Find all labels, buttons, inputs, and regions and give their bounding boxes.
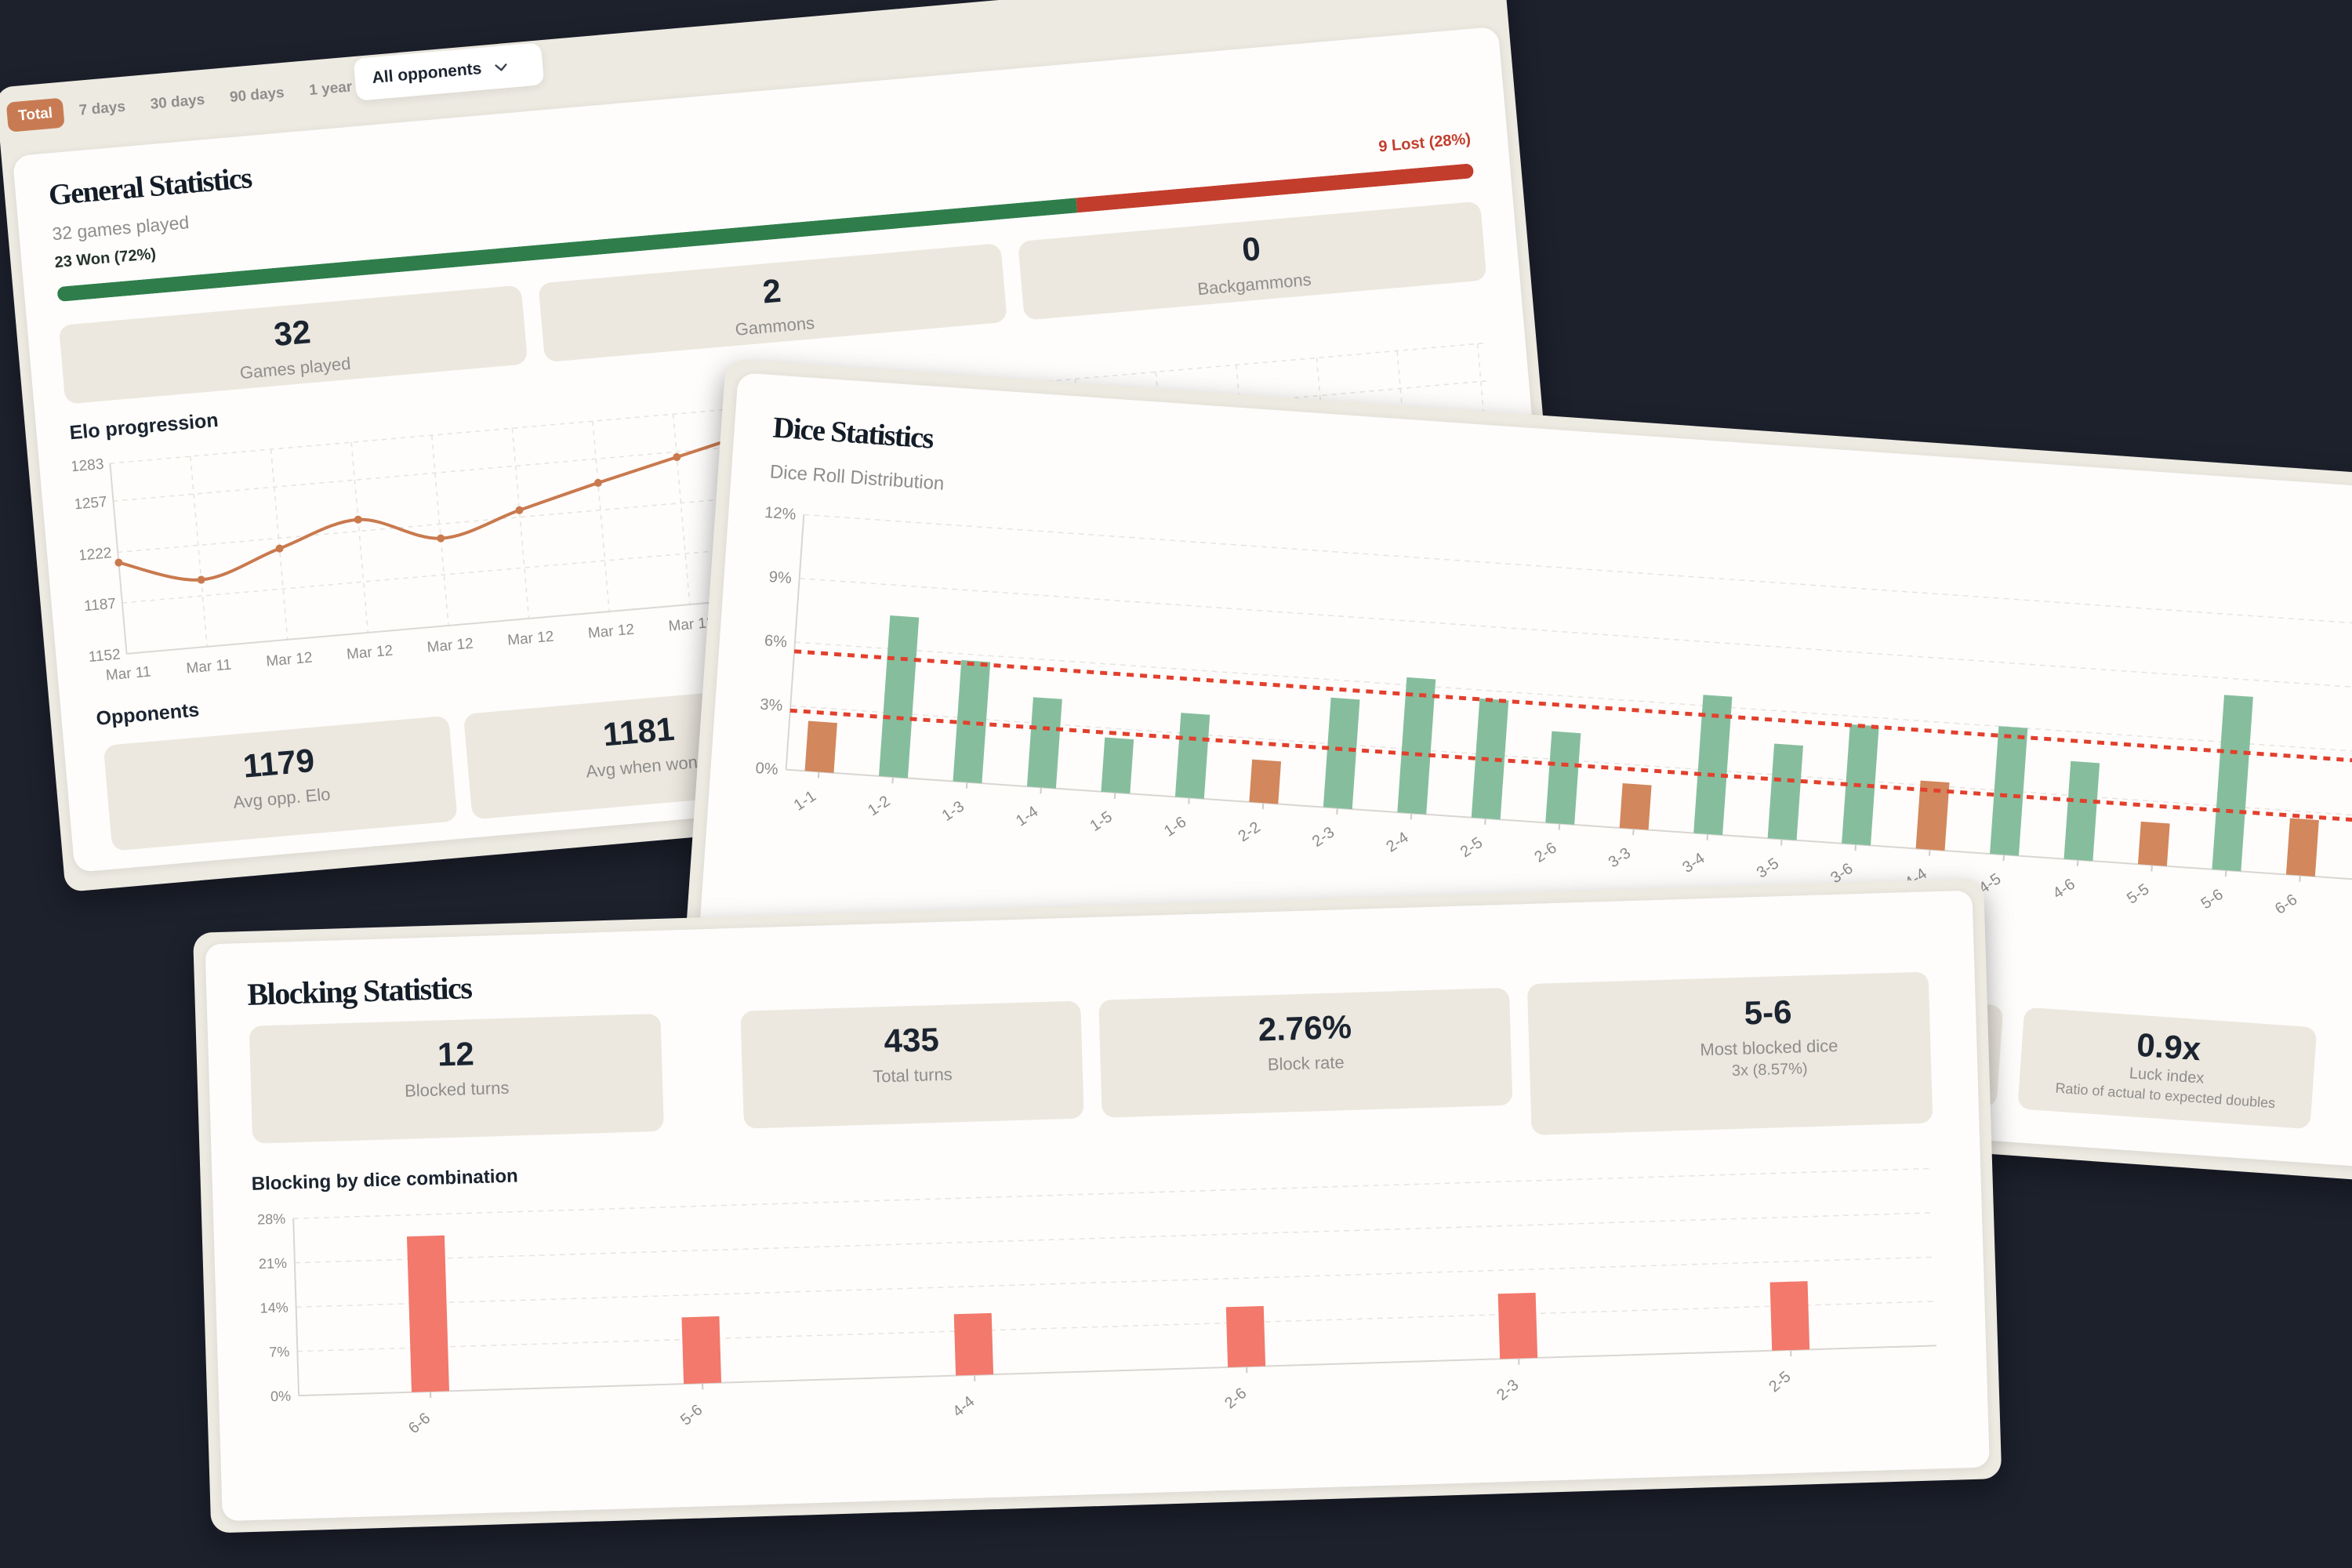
svg-text:14%: 14%: [260, 1300, 289, 1316]
svg-text:6-6: 6-6: [405, 1410, 434, 1437]
svg-text:3-3: 3-3: [1606, 844, 1634, 871]
svg-text:Mar 11: Mar 11: [105, 664, 151, 684]
svg-text:Mar 12: Mar 12: [346, 643, 394, 663]
svg-text:Mar 12: Mar 12: [506, 629, 554, 649]
svg-text:2-3: 2-3: [1309, 824, 1338, 851]
svg-text:6-6: 6-6: [2272, 891, 2300, 917]
svg-text:0%: 0%: [270, 1388, 292, 1404]
svg-text:2-4: 2-4: [1383, 829, 1411, 855]
svg-text:9%: 9%: [768, 568, 793, 587]
svg-text:1-4: 1-4: [1013, 803, 1041, 829]
svg-text:2-5: 2-5: [1457, 834, 1486, 861]
svg-text:7%: 7%: [269, 1344, 290, 1360]
svg-text:1222: 1222: [78, 545, 112, 564]
svg-text:1-2: 1-2: [865, 793, 893, 819]
svg-text:28%: 28%: [257, 1211, 286, 1228]
svg-text:1257: 1257: [74, 494, 108, 514]
svg-text:3%: 3%: [760, 696, 784, 715]
svg-text:2-2: 2-2: [1235, 818, 1263, 845]
svg-text:1187: 1187: [83, 596, 117, 615]
svg-text:2-3: 2-3: [1494, 1377, 1522, 1404]
svg-text:21%: 21%: [259, 1255, 288, 1272]
svg-text:5-6: 5-6: [2198, 886, 2227, 913]
svg-text:12%: 12%: [764, 504, 797, 524]
svg-text:1152: 1152: [88, 647, 122, 666]
svg-text:1-3: 1-3: [939, 798, 967, 825]
svg-text:6%: 6%: [764, 632, 788, 651]
svg-text:1-6: 1-6: [1161, 813, 1189, 840]
svg-text:2-6: 2-6: [1531, 839, 1559, 866]
svg-text:3-4: 3-4: [1679, 850, 1708, 877]
svg-text:2-6: 2-6: [1221, 1385, 1250, 1412]
svg-text:3-5: 3-5: [1754, 855, 1782, 881]
svg-text:5-5: 5-5: [2124, 880, 2152, 907]
svg-text:1-5: 1-5: [1087, 808, 1116, 835]
svg-text:4-6: 4-6: [2050, 876, 2078, 902]
svg-text:2-5: 2-5: [1766, 1368, 1794, 1396]
svg-text:Mar 11: Mar 11: [186, 657, 232, 677]
svg-text:Mar 12: Mar 12: [266, 650, 314, 670]
svg-text:Mar 12: Mar 12: [426, 636, 474, 656]
svg-text:1283: 1283: [71, 456, 104, 476]
svg-text:0%: 0%: [755, 760, 779, 779]
svg-text:5-6: 5-6: [677, 1401, 706, 1428]
svg-text:Mar 12: Mar 12: [587, 622, 635, 642]
svg-text:1-1: 1-1: [791, 787, 819, 814]
svg-text:4-4: 4-4: [949, 1393, 978, 1421]
